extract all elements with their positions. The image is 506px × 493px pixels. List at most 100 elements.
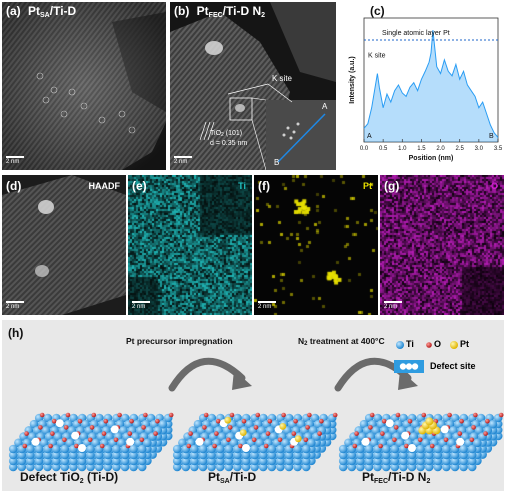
ti-atom <box>77 456 87 466</box>
caption-pt-sa: PtSA/Ti-D <box>208 470 256 485</box>
ti-atom <box>86 444 95 454</box>
ti-atom <box>416 462 425 472</box>
o-atom <box>129 418 134 424</box>
ti-atom <box>137 450 147 460</box>
panel-d-haadf: (d) HAADF 2 nm <box>2 175 126 315</box>
o-atom <box>293 418 298 424</box>
ti-atom <box>207 462 216 472</box>
caption-pt-fec-sub: FEC <box>374 478 388 485</box>
o-atom <box>215 418 221 424</box>
ti-atom <box>488 419 498 429</box>
o-atom <box>229 412 235 418</box>
defect-site <box>440 425 449 434</box>
ti-atom <box>250 444 259 454</box>
ti-atom <box>322 419 332 429</box>
ti-atom <box>120 462 130 472</box>
ti-atom <box>69 456 78 466</box>
ti-atom <box>450 456 460 466</box>
panel-d-label: (d) <box>6 179 22 193</box>
panel-a-scalebar: 2 nm <box>6 156 24 165</box>
defect-site <box>126 437 135 446</box>
panel-a-label: (a) PtSA/Ti-D <box>6 4 76 19</box>
ti-atom <box>26 456 35 466</box>
o-atom <box>354 431 359 436</box>
ti-atom <box>86 456 95 466</box>
ti-atom <box>459 456 468 466</box>
panel-d-scalebar: 2 nm <box>6 301 24 310</box>
o-atom <box>380 431 385 436</box>
ti-atom <box>250 450 259 460</box>
panel-e-tag: Ti <box>238 181 246 191</box>
panel-b-letter: (b) <box>174 4 190 18</box>
panel-f-tag: Pt <box>363 181 372 191</box>
ti-atom <box>207 450 216 460</box>
panel-e-label: (e) <box>132 179 147 193</box>
profile-area <box>364 30 498 142</box>
ti-atom <box>373 462 382 472</box>
ti-atom <box>224 456 234 466</box>
o-atom <box>407 418 413 424</box>
o-atom <box>381 418 387 424</box>
ti-atom <box>224 450 234 460</box>
defect-site <box>31 437 40 446</box>
ti-atom <box>416 450 425 460</box>
o-atom <box>255 412 261 418</box>
defect-site <box>401 431 410 440</box>
o-atom <box>38 425 43 430</box>
o-atom <box>226 437 231 443</box>
ti-atom <box>233 462 242 472</box>
ti-atom <box>190 456 199 466</box>
panel-b-title: PtFEC/Ti-D N2 <box>196 4 265 19</box>
o-atom <box>113 437 119 443</box>
ti-atom <box>467 462 477 472</box>
caption-pt-sa-sub: SA <box>220 478 230 485</box>
ti-atom <box>293 462 302 472</box>
defect-site <box>408 444 416 452</box>
ti-atom <box>258 456 268 466</box>
ti-atom <box>301 450 311 460</box>
panel-a-title-main: Pt <box>28 4 41 18</box>
ti-atom <box>442 456 451 466</box>
o-atom <box>378 443 383 449</box>
ti-atom <box>69 450 78 460</box>
o-atom <box>443 437 449 443</box>
legend-ti-label: Ti <box>406 339 414 349</box>
ti-atom <box>250 456 259 466</box>
o-atom <box>241 418 247 424</box>
ti-atom <box>198 456 208 466</box>
o-atom <box>352 443 358 449</box>
o-atom <box>62 437 67 443</box>
defect-site <box>78 444 86 452</box>
ti-atom <box>364 444 374 454</box>
o-atom <box>188 431 193 436</box>
chart-frame <box>363 17 499 143</box>
panel-b-title-main: Pt <box>196 4 209 18</box>
panel-e-scale-text: 2 nm <box>132 304 146 310</box>
ti-atom <box>399 456 408 466</box>
o-atom <box>153 431 158 436</box>
o-atom <box>404 443 409 449</box>
o-atom <box>305 425 310 430</box>
x-tick-label: 1.5 <box>417 146 426 152</box>
ti-atom <box>356 444 365 454</box>
panel-b-haadf-image: (b) PtFEC/Ti-D N2 K site TiO2 (101) d = … <box>170 2 336 170</box>
pt-atom <box>294 435 302 443</box>
panel-a-haadf-image: (a) PtSA/Ti-D 2 nm <box>2 2 166 170</box>
defect-site <box>385 419 394 428</box>
ti-atom <box>181 462 191 472</box>
ti-atom <box>181 450 191 460</box>
ti-atom <box>215 462 225 472</box>
o-atom <box>99 443 105 449</box>
x-tick-label: 0.5 <box>379 146 388 152</box>
ti-atom <box>407 456 417 466</box>
panel-b-tio2-sub: 2 <box>221 132 224 138</box>
ti-atom <box>137 462 147 472</box>
ti-atom <box>129 456 138 466</box>
ti-atom <box>215 456 225 466</box>
ti-atom <box>416 456 425 466</box>
o-atom <box>238 443 243 449</box>
caption-ti-d-sub: 2 <box>79 478 84 485</box>
o-atom <box>87 437 93 443</box>
ti-atom <box>338 444 348 454</box>
ti-atom <box>381 456 391 466</box>
